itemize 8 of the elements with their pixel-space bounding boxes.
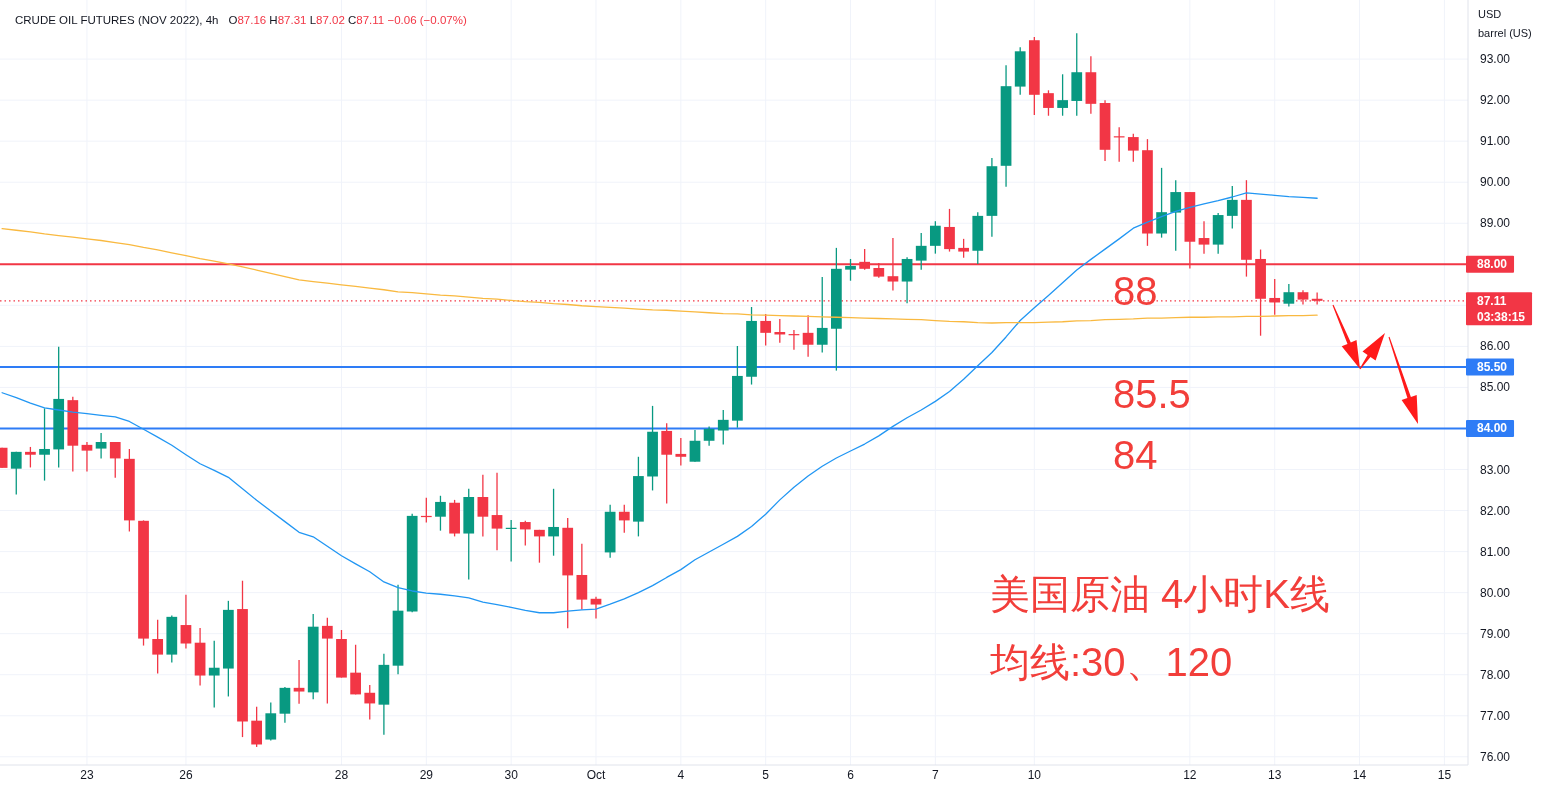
note: 均线:30、120 [990, 640, 1233, 684]
ref-line-label: 85.50 [1477, 359, 1508, 374]
subtitle: O87.16 H87.31 L87.02 C87.11 −0.06 (−0.07%) [228, 14, 467, 26]
note: 美国原油 4小时K线 [990, 572, 1331, 616]
ref-line-label: 87.11 03:38:15 [1477, 293, 1526, 324]
title: CRUDE OIL FUTURES (NOV 2022), 4h [15, 14, 219, 26]
ref-line-label: 84.00 [1477, 421, 1508, 436]
ref-line-label: 88.00 [1477, 257, 1508, 272]
